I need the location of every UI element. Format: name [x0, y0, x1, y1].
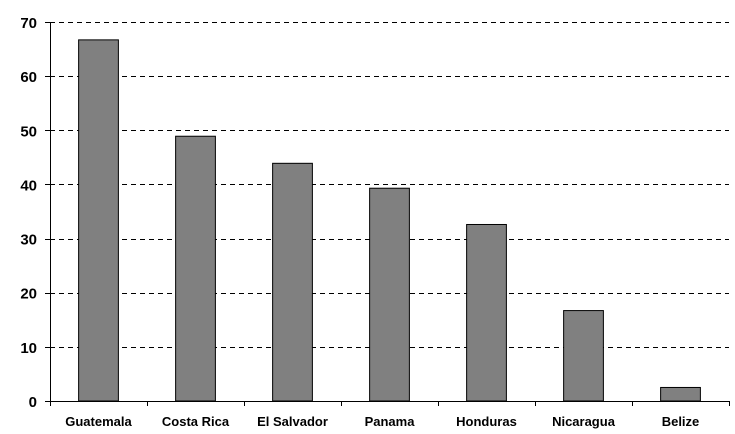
- y-tick-label: 50: [20, 123, 37, 140]
- y-tick-label: 40: [20, 177, 37, 194]
- y-tick-label: 30: [20, 232, 37, 249]
- bar-nicaragua: [563, 310, 604, 402]
- bar-belize: [660, 386, 701, 402]
- x-tick-label: El Salvador: [257, 414, 328, 429]
- x-tick-labels: Guatemala Costa Rica El Salvador Panama Hond…: [65, 414, 699, 429]
- bar-honduras: [466, 223, 507, 402]
- y-tick-labels: 0 10 20 30 40 50 60 70: [20, 15, 37, 411]
- x-tick-label: Panama: [365, 414, 416, 429]
- y-tick-label: 10: [20, 340, 37, 357]
- x-tick-label: Nicaragua: [552, 414, 616, 429]
- y-tick-label: 0: [29, 394, 37, 411]
- bar-guatemala: [78, 39, 119, 402]
- axes: [45, 22, 730, 406]
- y-tick-label: 20: [20, 286, 37, 303]
- bars: [78, 39, 701, 402]
- x-tick-label: Belize: [662, 414, 700, 429]
- bar-el-salvador: [272, 162, 313, 402]
- x-tick-label: Guatemala: [65, 414, 132, 429]
- x-tick-label: Honduras: [456, 414, 517, 429]
- y-tick-label: 60: [20, 69, 37, 86]
- bar-panama: [369, 187, 410, 402]
- x-tick-label: Costa Rica: [162, 414, 230, 429]
- y-tick-label: 70: [20, 15, 37, 32]
- bar-costa-rica: [175, 135, 216, 402]
